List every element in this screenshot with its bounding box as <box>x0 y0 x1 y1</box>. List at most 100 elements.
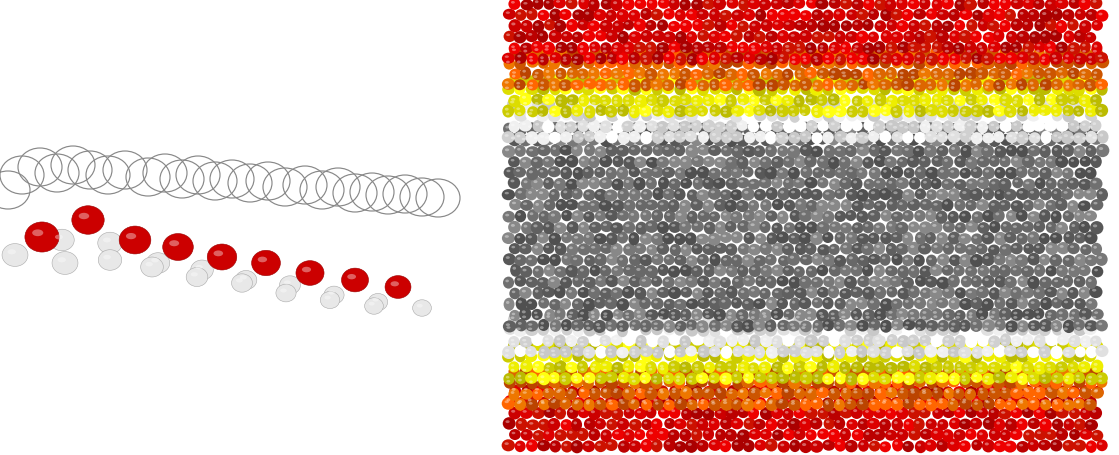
Ellipse shape <box>754 189 767 201</box>
Ellipse shape <box>1052 419 1063 430</box>
Ellipse shape <box>1027 397 1040 410</box>
Ellipse shape <box>1076 236 1081 238</box>
Ellipse shape <box>927 298 938 310</box>
Ellipse shape <box>659 137 664 140</box>
Ellipse shape <box>667 341 680 352</box>
Ellipse shape <box>801 213 806 216</box>
Ellipse shape <box>925 210 937 222</box>
Ellipse shape <box>723 192 726 195</box>
Ellipse shape <box>523 316 526 318</box>
Ellipse shape <box>932 407 943 419</box>
Ellipse shape <box>1005 418 1017 431</box>
Ellipse shape <box>600 243 613 254</box>
Ellipse shape <box>1035 71 1040 74</box>
Ellipse shape <box>1046 102 1051 105</box>
Ellipse shape <box>563 135 566 137</box>
Ellipse shape <box>629 349 641 362</box>
Ellipse shape <box>600 96 611 107</box>
Ellipse shape <box>839 177 853 190</box>
Ellipse shape <box>846 299 856 311</box>
Ellipse shape <box>810 397 824 410</box>
Ellipse shape <box>1014 1 1018 4</box>
Ellipse shape <box>768 257 771 260</box>
Ellipse shape <box>790 171 794 173</box>
Ellipse shape <box>754 325 767 336</box>
Ellipse shape <box>552 375 555 378</box>
Ellipse shape <box>705 98 709 101</box>
Ellipse shape <box>830 76 834 79</box>
Ellipse shape <box>1031 108 1035 111</box>
Ellipse shape <box>657 134 669 147</box>
Ellipse shape <box>1031 323 1035 326</box>
Ellipse shape <box>725 313 737 325</box>
Ellipse shape <box>928 354 932 357</box>
Ellipse shape <box>657 95 669 108</box>
Ellipse shape <box>634 429 646 440</box>
Ellipse shape <box>584 418 596 430</box>
Ellipse shape <box>728 337 733 340</box>
Ellipse shape <box>924 396 937 408</box>
Ellipse shape <box>843 431 846 434</box>
Ellipse shape <box>966 73 977 86</box>
Ellipse shape <box>515 110 528 122</box>
Ellipse shape <box>1079 308 1092 320</box>
Ellipse shape <box>882 401 886 404</box>
Ellipse shape <box>956 432 960 435</box>
Ellipse shape <box>929 323 932 326</box>
Ellipse shape <box>777 396 789 409</box>
Ellipse shape <box>891 146 904 157</box>
Ellipse shape <box>586 147 590 151</box>
Ellipse shape <box>614 24 619 27</box>
Ellipse shape <box>1097 131 1109 144</box>
Ellipse shape <box>647 365 658 377</box>
Ellipse shape <box>1049 159 1052 162</box>
Ellipse shape <box>740 433 744 435</box>
Ellipse shape <box>1099 442 1102 445</box>
Ellipse shape <box>811 10 824 22</box>
Ellipse shape <box>761 312 772 325</box>
Ellipse shape <box>669 68 680 81</box>
Ellipse shape <box>1099 60 1103 62</box>
Ellipse shape <box>549 106 562 118</box>
Ellipse shape <box>570 49 573 52</box>
Ellipse shape <box>611 341 624 352</box>
Ellipse shape <box>651 439 662 452</box>
Ellipse shape <box>720 376 732 389</box>
Ellipse shape <box>948 324 960 336</box>
Ellipse shape <box>573 421 577 425</box>
Ellipse shape <box>565 0 577 10</box>
Ellipse shape <box>747 43 761 56</box>
Ellipse shape <box>809 289 812 292</box>
Ellipse shape <box>1049 389 1052 392</box>
Ellipse shape <box>715 73 726 85</box>
Ellipse shape <box>831 102 836 105</box>
Ellipse shape <box>604 297 618 310</box>
Ellipse shape <box>589 308 600 322</box>
Ellipse shape <box>816 200 828 213</box>
Ellipse shape <box>780 327 784 330</box>
Ellipse shape <box>805 314 817 326</box>
Ellipse shape <box>721 398 733 411</box>
Ellipse shape <box>580 431 583 434</box>
Ellipse shape <box>1013 410 1017 413</box>
Ellipse shape <box>758 57 762 60</box>
Ellipse shape <box>1047 138 1051 141</box>
Ellipse shape <box>638 363 641 366</box>
Ellipse shape <box>670 364 675 366</box>
Ellipse shape <box>737 334 749 346</box>
Ellipse shape <box>1005 325 1018 336</box>
Ellipse shape <box>731 190 743 201</box>
Ellipse shape <box>596 134 601 137</box>
Ellipse shape <box>720 58 733 70</box>
Ellipse shape <box>651 419 662 431</box>
Ellipse shape <box>911 269 914 272</box>
Ellipse shape <box>698 56 703 59</box>
Ellipse shape <box>1059 291 1063 293</box>
Ellipse shape <box>1083 324 1097 335</box>
Ellipse shape <box>634 95 648 108</box>
Ellipse shape <box>942 22 955 33</box>
Ellipse shape <box>740 181 743 183</box>
Ellipse shape <box>848 376 852 379</box>
Ellipse shape <box>526 439 538 452</box>
Ellipse shape <box>615 146 629 157</box>
